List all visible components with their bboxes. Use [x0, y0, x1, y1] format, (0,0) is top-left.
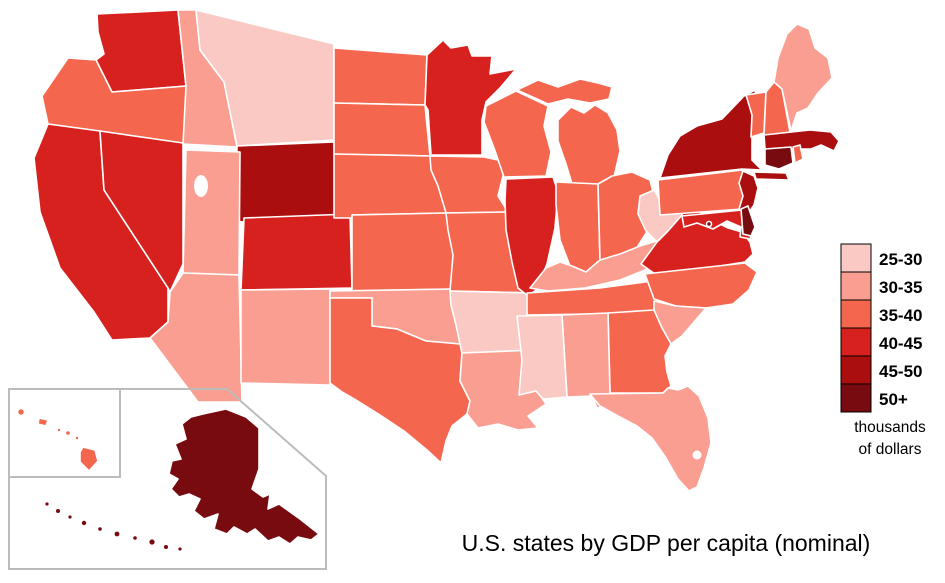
state-florida — [589, 385, 712, 492]
state-connecticut — [764, 146, 794, 170]
state-delaware — [740, 205, 756, 237]
legend-swatch-50plus — [840, 383, 872, 413]
lower-48-states — [33, 9, 840, 492]
state-michigan — [557, 104, 621, 188]
legend-caption-line1: thousands — [854, 419, 926, 436]
legend-label-45-50: 45-50 — [879, 362, 922, 381]
state-new-mexico — [240, 288, 331, 386]
state-colorado — [240, 213, 353, 291]
map-title: U.S. states by GDP per capita (nominal) — [462, 530, 871, 556]
state-rhode-island — [792, 144, 804, 164]
state-minnesota — [424, 39, 517, 156]
legend-label-35-40: 35-40 — [879, 306, 922, 325]
state-mississippi — [516, 314, 568, 400]
state-texas — [329, 297, 471, 464]
state-washington — [95, 9, 187, 93]
legend-swatch-40-45 — [840, 327, 872, 357]
state-michigan-upper-peninsula — [516, 78, 613, 105]
legend-swatch-25-30 — [840, 243, 872, 273]
state-maine — [773, 23, 833, 132]
lake-okeechobee — [692, 450, 702, 460]
state-vermont — [745, 91, 767, 138]
legend: 25-30 30-35 35-40 40-45 45-50 50+ thousa… — [840, 243, 926, 458]
legend-swatch-45-50 — [840, 355, 872, 385]
alaska-aleutian-islands — [45, 502, 182, 551]
legend-label-30-35: 30-35 — [879, 278, 922, 297]
legend-swatch-30-35 — [840, 271, 872, 301]
legend-swatch-35-40 — [840, 299, 872, 329]
state-wyoming — [235, 141, 337, 223]
hawaii-inset-border — [8, 388, 121, 478]
state-north-dakota — [333, 47, 428, 106]
inset — [8, 388, 327, 570]
state-arizona — [149, 272, 243, 403]
state-nebraska — [333, 153, 447, 219]
legend-label-40-45: 40-45 — [879, 334, 922, 353]
state-new-york — [659, 89, 763, 179]
legend-label-25-30: 25-30 — [879, 250, 922, 269]
state-north-carolina — [644, 262, 758, 309]
legend-caption-line2: of dollars — [859, 441, 922, 458]
legend-label-50plus: 50+ — [879, 390, 908, 409]
state-wisconsin — [483, 90, 552, 178]
state-utah — [182, 149, 241, 276]
great-salt-lake — [194, 175, 208, 197]
state-south-dakota — [333, 102, 431, 157]
state-district-of-columbia — [705, 220, 713, 228]
alaska-inset-border — [8, 388, 327, 570]
state-indiana — [555, 181, 601, 273]
state-kentucky — [529, 239, 669, 292]
state-alaska — [168, 408, 320, 545]
state-hawaii — [16, 407, 99, 472]
state-kansas — [351, 212, 456, 292]
state-new-york-long-island — [753, 171, 790, 181]
state-iowa — [429, 155, 509, 214]
